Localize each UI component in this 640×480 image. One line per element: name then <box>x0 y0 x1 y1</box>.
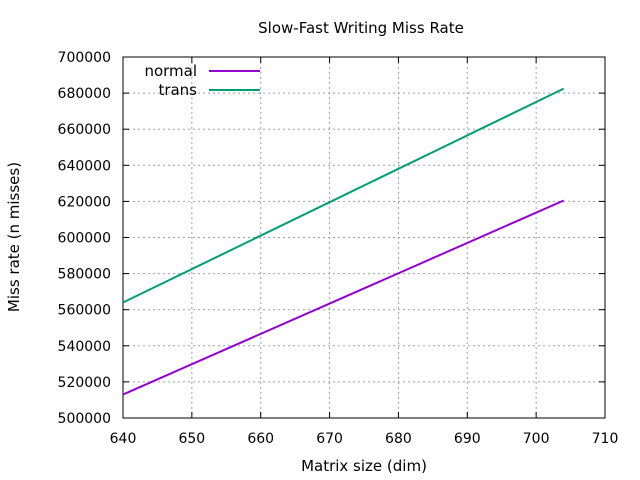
y-tick-label: 500000 <box>58 411 111 427</box>
x-tick-label: 640 <box>110 431 137 447</box>
y-tick-label: 520000 <box>58 375 111 391</box>
x-tick-label: 660 <box>247 431 274 447</box>
chart-title: Slow-Fast Writing Miss Rate <box>258 19 464 37</box>
y-tick-label: 560000 <box>58 303 111 319</box>
y-tick-label: 620000 <box>58 194 111 210</box>
x-tick-label: 710 <box>592 431 619 447</box>
y-tick-label: 680000 <box>58 86 111 102</box>
y-tick-label: 580000 <box>58 267 111 283</box>
series-lines <box>122 87 565 396</box>
x-tick-label: 650 <box>178 431 205 447</box>
y-tick-label: 640000 <box>58 158 111 174</box>
y-tick-label: 600000 <box>58 231 111 247</box>
y-axis-ticks: 500000 520000 540000 560000 580000 600000 6200… <box>58 50 605 427</box>
x-tick-label: 670 <box>316 431 343 447</box>
legend-label-normal: normal <box>144 62 197 80</box>
grid <box>123 57 605 418</box>
y-tick-label: 700000 <box>58 50 111 66</box>
series-line-trans <box>122 87 565 304</box>
y-tick-label: 660000 <box>58 122 111 138</box>
y-axis-label: Miss rate (n misses) <box>5 162 23 312</box>
x-axis-ticks: 640 650 660 670 680 690 700 710 <box>110 57 619 447</box>
x-tick-label: 700 <box>523 431 550 447</box>
series-line-normal <box>122 199 565 396</box>
x-tick-label: 680 <box>385 431 412 447</box>
x-axis-label: Matrix size (dim) <box>301 457 427 475</box>
x-tick-label: 690 <box>454 431 481 447</box>
y-tick-label: 540000 <box>58 339 111 355</box>
legend-label-trans: trans <box>158 81 197 99</box>
